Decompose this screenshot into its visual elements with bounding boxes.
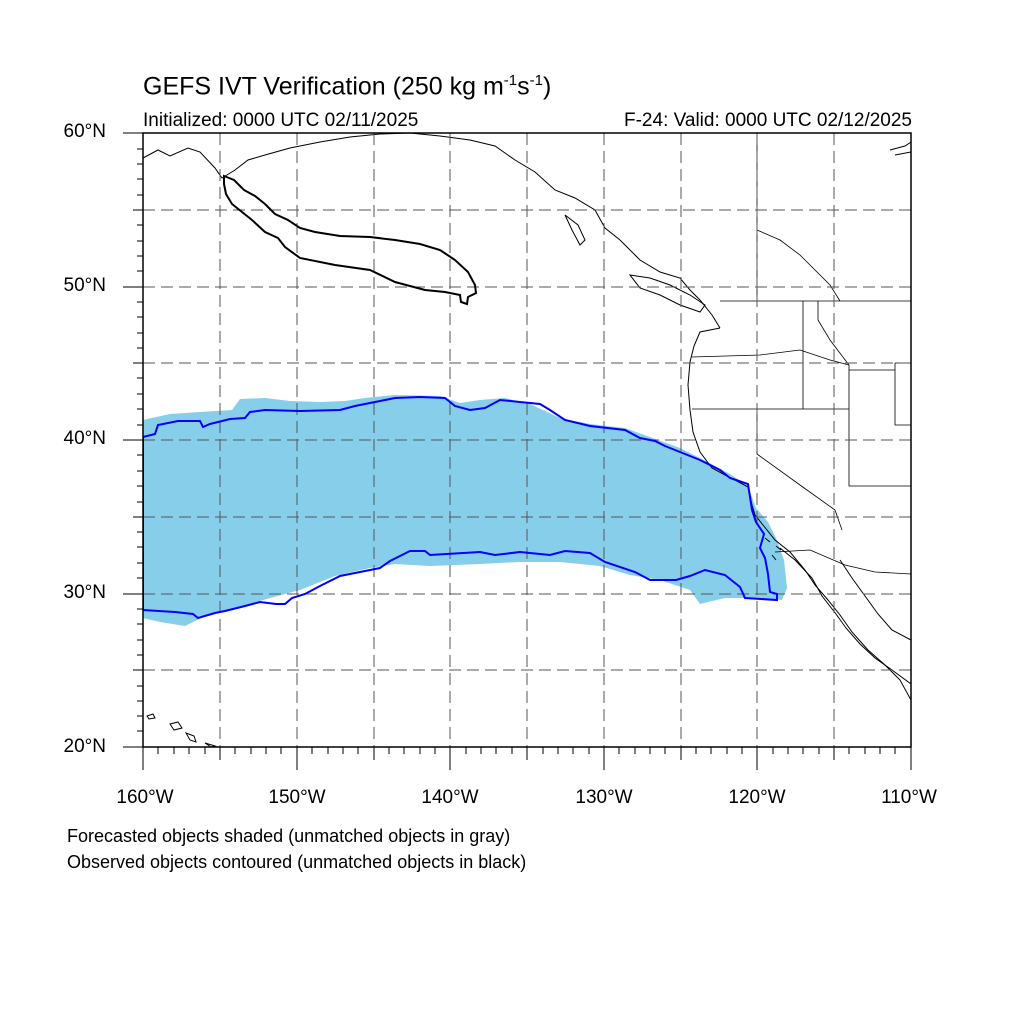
lon-label-140w: 140°W: [421, 787, 479, 808]
map-title: GEFS IVT Verification (250 kg m-1s-1): [143, 72, 552, 101]
lon-label-130w: 130°W: [575, 787, 633, 808]
canada-bc-border: [756, 133, 841, 302]
lat-label-30n: 30°N: [63, 582, 106, 603]
lat-label-60n: 60°N: [63, 121, 106, 142]
lon-label-150w: 150°W: [268, 787, 326, 808]
coastline-west-coast: [687, 327, 911, 701]
lat-label-40n: 40°N: [63, 428, 106, 449]
forecast-object-shaded: [143, 395, 787, 626]
us-mexico-border: [774, 549, 911, 575]
initialized-label: Initialized: 0000 UTC 02/11/2025: [143, 110, 419, 131]
lat-label-20n: 20°N: [63, 736, 106, 757]
valid-time-label: F-24: Valid: 0000 UTC 02/12/2025: [624, 110, 912, 131]
coastline-hawaii: [146, 713, 217, 747]
legend-observed-note: Observed objects contoured (unmatched ob…: [67, 852, 527, 872]
coastline-eastern-edge: [889, 141, 911, 156]
lat-label-50n: 50°N: [63, 275, 106, 296]
observed-unmatched-contour: [223, 174, 478, 306]
coastline-mainland-mexico: [839, 559, 911, 641]
observed-matched-contour: [143, 395, 778, 620]
lon-label-120w: 120°W: [728, 787, 786, 808]
grid-lines: [143, 133, 911, 747]
coastline-bc-islands: [564, 214, 706, 313]
lon-label-110w: 110°W: [881, 787, 937, 808]
coastline-islands-ca: [764, 537, 782, 561]
lon-label-160w: 160°W: [116, 787, 174, 808]
legend-forecast-note: Forecasted objects shaded (unmatched obj…: [67, 826, 511, 846]
axis-ticks: [123, 132, 912, 770]
coastline-baja-inner: [779, 547, 911, 685]
coastline-alaska: [143, 133, 721, 329]
